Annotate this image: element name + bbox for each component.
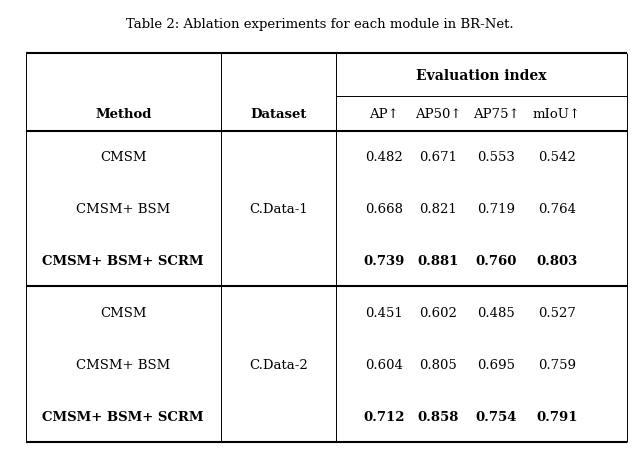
Text: C.Data-1: C.Data-1 xyxy=(249,203,308,216)
Text: mIoU↑: mIoU↑ xyxy=(532,108,581,121)
Text: 0.739: 0.739 xyxy=(364,254,404,267)
Text: 0.719: 0.719 xyxy=(477,203,515,216)
Text: Table 2: Ablation experiments for each module in BR-Net.: Table 2: Ablation experiments for each m… xyxy=(126,18,514,31)
Text: AP↑: AP↑ xyxy=(369,108,399,121)
Text: 0.760: 0.760 xyxy=(476,254,516,267)
Text: 0.805: 0.805 xyxy=(420,358,457,371)
Text: 0.759: 0.759 xyxy=(538,358,576,371)
Text: CMSM+ BSM: CMSM+ BSM xyxy=(76,203,170,216)
Text: 0.668: 0.668 xyxy=(365,203,403,216)
Text: CMSM+ BSM+ SCRM: CMSM+ BSM+ SCRM xyxy=(42,254,204,267)
Text: CMSM+ BSM: CMSM+ BSM xyxy=(76,358,170,371)
Text: AP75↑: AP75↑ xyxy=(473,108,519,121)
Text: 0.821: 0.821 xyxy=(420,203,457,216)
Text: 0.482: 0.482 xyxy=(365,151,403,164)
Text: Method: Method xyxy=(95,108,152,121)
Text: 0.791: 0.791 xyxy=(536,410,577,423)
Text: CMSM+ BSM+ SCRM: CMSM+ BSM+ SCRM xyxy=(42,410,204,423)
Text: Evaluation index: Evaluation index xyxy=(417,69,547,83)
Text: 0.754: 0.754 xyxy=(476,410,516,423)
Text: 0.803: 0.803 xyxy=(536,254,577,267)
Text: 0.604: 0.604 xyxy=(365,358,403,371)
Text: 0.712: 0.712 xyxy=(364,410,404,423)
Text: CMSM: CMSM xyxy=(100,306,147,319)
Text: 0.602: 0.602 xyxy=(419,306,458,319)
Text: CMSM: CMSM xyxy=(100,151,147,164)
Text: 0.695: 0.695 xyxy=(477,358,515,371)
Text: 0.553: 0.553 xyxy=(477,151,515,164)
Text: 0.485: 0.485 xyxy=(477,306,515,319)
Text: 0.527: 0.527 xyxy=(538,306,576,319)
Text: 0.542: 0.542 xyxy=(538,151,575,164)
Text: 0.881: 0.881 xyxy=(418,254,459,267)
Text: C.Data-2: C.Data-2 xyxy=(249,358,308,371)
Text: Dataset: Dataset xyxy=(250,108,307,121)
Text: 0.858: 0.858 xyxy=(418,410,459,423)
Text: 0.764: 0.764 xyxy=(538,203,576,216)
Text: 0.671: 0.671 xyxy=(419,151,458,164)
Text: 0.451: 0.451 xyxy=(365,306,403,319)
Text: AP50↑: AP50↑ xyxy=(415,108,461,121)
